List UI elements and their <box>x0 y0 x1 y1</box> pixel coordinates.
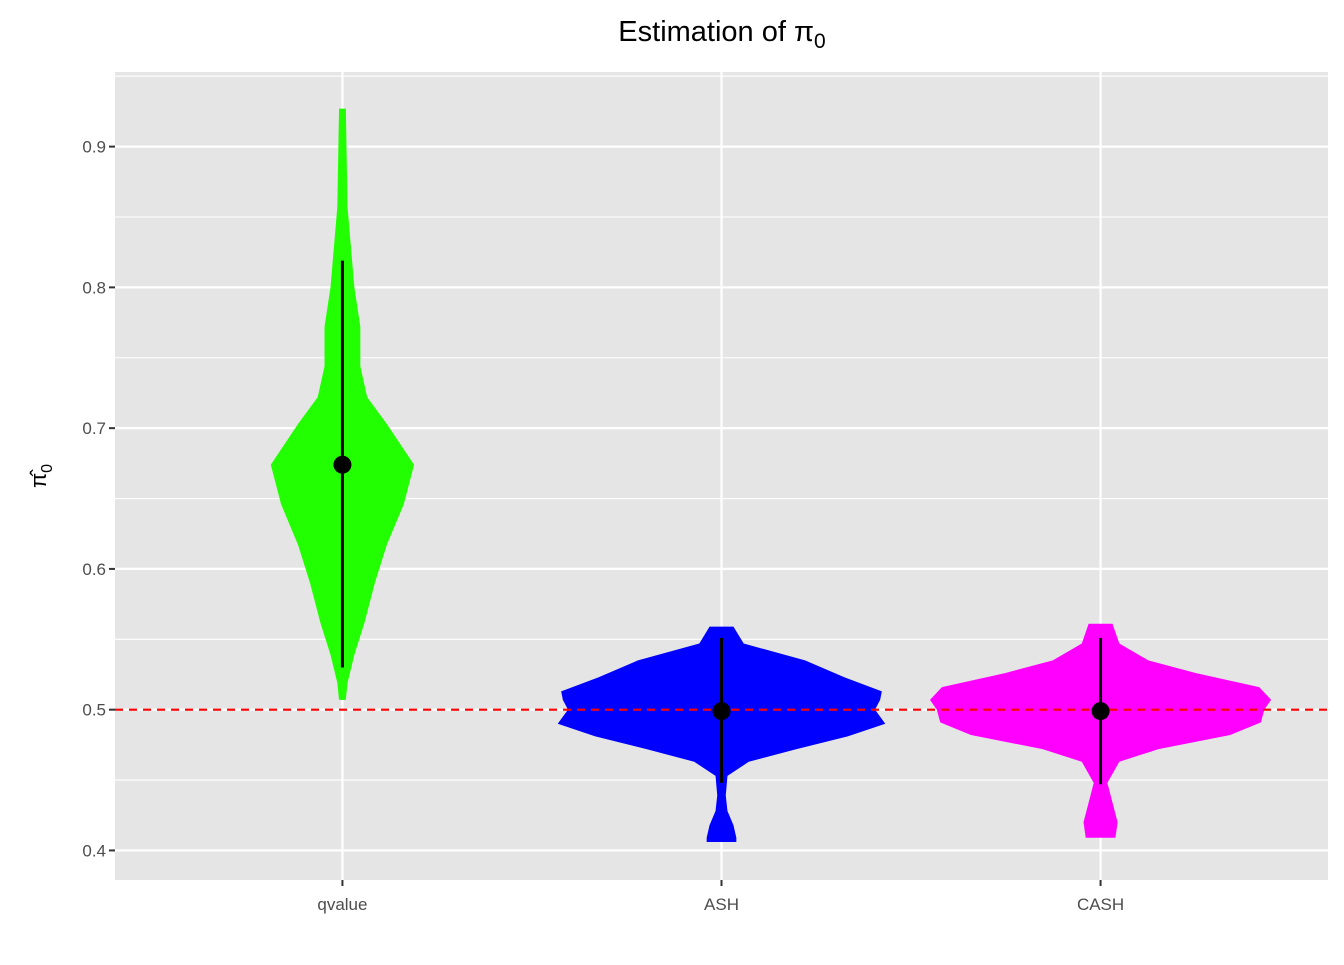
y-tick-label: 0.8 <box>82 278 106 297</box>
x-tick-label-ash: ASH <box>704 895 739 914</box>
chart-title: Estimation of π0 <box>618 16 825 53</box>
x-tick-label-cash: CASH <box>1077 895 1124 914</box>
median-point-ash <box>712 702 731 721</box>
y-tick-label: 0.4 <box>82 841 106 860</box>
y-tick-label: 0.7 <box>82 419 106 438</box>
y-tick-label: 0.6 <box>82 560 106 579</box>
x-tick-label-qvalue: qvalue <box>317 895 367 914</box>
median-point-cash <box>1091 702 1110 721</box>
median-point-qvalue <box>333 455 352 474</box>
y-tick-label: 0.9 <box>82 138 106 157</box>
y-axis-label: π̂0 <box>26 464 56 488</box>
y-tick-label: 0.5 <box>82 701 106 720</box>
